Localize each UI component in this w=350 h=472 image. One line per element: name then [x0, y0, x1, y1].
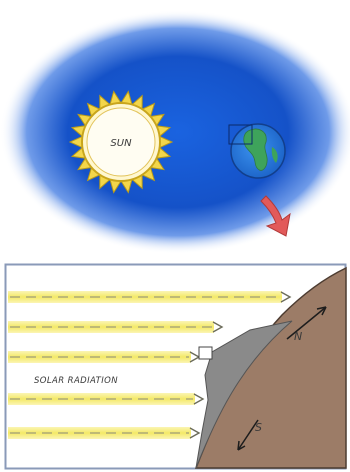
space-scene: SUN [0, 10, 350, 254]
solar-rays [8, 291, 292, 439]
ray-band [8, 291, 292, 303]
space-background [0, 10, 350, 254]
surface-shadow [195, 320, 293, 469]
ray-band [8, 393, 205, 405]
radiation-panel: N S SOLAR RADIATION [4, 263, 347, 470]
south-arrow-icon [237, 419, 259, 451]
surface-patch [198, 346, 213, 360]
sun-icon: SUN [68, 90, 174, 194]
zoom-arrow-icon [260, 195, 291, 237]
north-label: N [294, 330, 302, 343]
ray-band [8, 427, 201, 439]
ray-band [8, 351, 201, 363]
south-label: S [255, 421, 262, 434]
earth-zoom-box [228, 124, 253, 145]
solar-radiation-label: SOLAR RADIATION [34, 376, 118, 386]
north-arrow-icon [286, 306, 327, 340]
ray-band [8, 321, 224, 333]
sun-label: SUN [110, 138, 132, 149]
earth-icon [228, 123, 286, 179]
